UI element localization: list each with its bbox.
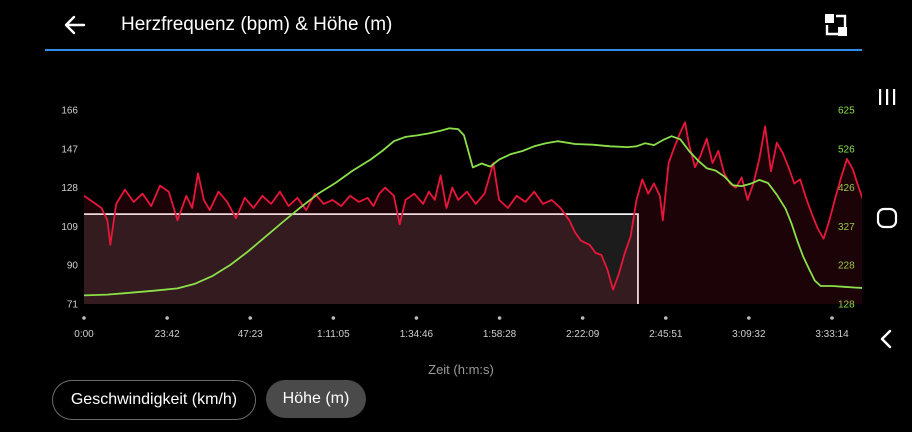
x-tick-mark: [248, 316, 253, 320]
x-tick-label: 3:33:14: [815, 329, 849, 340]
heart-rate-altitude-chart[interactable]: 166 147 128 109 90 71 625 526 426 327 228 128 0:00 23…: [0, 52, 862, 372]
y-right-tick-label: 526: [838, 144, 855, 155]
x-axis-title: Zeit (h:m:s): [428, 362, 494, 377]
y-left-tick-label: 109: [61, 222, 78, 233]
x-tick-mark: [497, 316, 502, 320]
y-right-tick-label: 625: [838, 106, 855, 117]
x-tick-label: 2:22:09: [566, 329, 600, 340]
header-divider: [45, 49, 862, 51]
speed-chip-button[interactable]: Geschwindigkeit (km/h): [52, 380, 256, 420]
x-tick-label: 47:23: [238, 329, 263, 340]
y-left-tick-label: 71: [67, 300, 79, 311]
y-right-tick-label: 327: [838, 222, 855, 233]
system-navigation-bar: [862, 0, 912, 432]
heart-rate-line: [83, 121, 862, 291]
altitude-line: [83, 127, 862, 297]
recents-icon[interactable]: [874, 84, 900, 110]
altitude-chip-button[interactable]: Höhe (m): [266, 380, 366, 418]
page-title: Herzfrequenz (bpm) & Höhe (m): [121, 14, 393, 35]
x-tick-label: 0:00: [74, 329, 94, 340]
expand-icon[interactable]: [823, 12, 849, 38]
x-tick-mark: [663, 316, 668, 320]
x-tick-label: 1:11:05: [317, 329, 350, 340]
x-tick-mark: [747, 316, 751, 320]
x-tick-mark: [82, 316, 86, 320]
x-tick-mark: [165, 316, 169, 320]
y-right-tick-label: 128: [838, 300, 855, 311]
arrow-left-icon[interactable]: [62, 12, 88, 38]
heart-rate-area: [84, 122, 862, 304]
x-tick-mark: [414, 316, 419, 320]
x-tick-label: 1:58:28: [483, 329, 517, 340]
x-tick-mark: [580, 316, 585, 320]
y-right-tick-label: 426: [838, 183, 855, 194]
y-left-tick-label: 90: [67, 261, 79, 272]
y-left-tick-label: 128: [61, 183, 78, 194]
x-tick-mark: [331, 316, 336, 320]
home-icon[interactable]: [874, 205, 900, 231]
x-tick-mark: [830, 316, 834, 320]
x-tick-label: 1:34:46: [400, 329, 434, 340]
y-left-tick-label: 166: [61, 106, 78, 117]
x-tick-label: 2:45:51: [649, 329, 683, 340]
app-bar: Herzfrequenz (bpm) & Höhe (m): [0, 0, 862, 52]
y-right-tick-label: 228: [838, 261, 855, 272]
system-back-icon[interactable]: [874, 326, 900, 352]
x-tick-label: 23:42: [155, 329, 180, 340]
x-tick-label: 3:09:32: [732, 329, 766, 340]
y-left-tick-label: 147: [61, 144, 78, 155]
selection-outline: [84, 213, 639, 304]
